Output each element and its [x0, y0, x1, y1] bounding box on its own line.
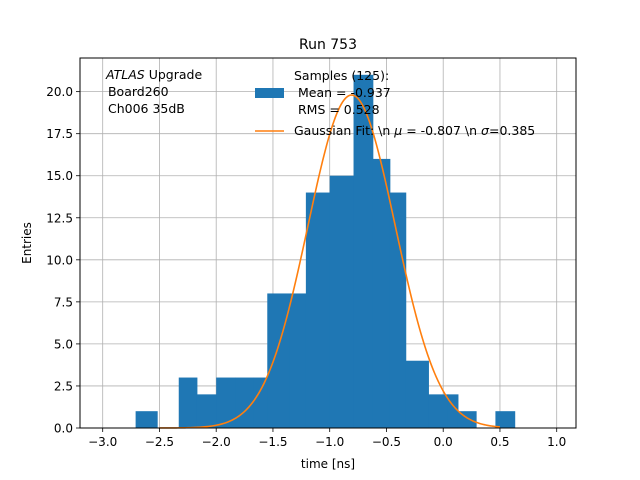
legend-fit-mu-symbol: μ: [393, 123, 402, 138]
gaussian-fit-curve: [159, 94, 501, 429]
histogram-bar-7: [289, 293, 307, 428]
histogram-bar-11: [372, 158, 391, 428]
histogram-bar-13: [405, 360, 429, 428]
x-tick-label-1: −2.5: [145, 435, 174, 449]
y-axis: 0.0 2.5 5.0 7.5 10.0 12.5 15.0 17.5 20.0: [46, 85, 80, 436]
histogram-bar-3: [216, 377, 236, 428]
x-tick-label-0: −3.0: [88, 435, 117, 449]
legend: Samples (125): Mean = -0.937 RMS = 0.528…: [255, 68, 535, 138]
x-tick-label-6: 0.0: [434, 435, 453, 449]
histogram-bar-10: [353, 74, 374, 429]
x-axis: −3.0 −2.5 −2.0 −1.5 −1.0 −0.5 0.0 0.5 1.0: [88, 428, 566, 449]
y-tick-label-6: 15.0: [46, 169, 73, 183]
annotation-experiment: ATLAS: [105, 67, 145, 82]
annotation-suffix: Upgrade: [145, 67, 203, 82]
plot-frame: [79, 57, 577, 429]
x-tick-label-3: −1.5: [258, 435, 287, 449]
y-axis-label: Entries: [20, 222, 34, 264]
annotation-line-1: ATLAS Upgrade: [105, 67, 202, 82]
y-tick-label-5: 12.5: [46, 211, 73, 225]
atlas-annotation: ATLAS Upgrade Board260 Ch006 35dB: [104, 67, 202, 116]
y-tick-label-4: 10.0: [46, 253, 73, 267]
x-tick-label-4: −1.0: [315, 435, 344, 449]
y-tick-label-8: 20.0: [46, 85, 73, 99]
chart-title: Run 753: [299, 37, 357, 53]
histogram-bar-5: [253, 377, 268, 428]
legend-fit-sigma-symbol: σ: [481, 123, 490, 138]
x-tick-label-5: −0.5: [372, 435, 401, 449]
histogram-bar-8: [305, 192, 331, 428]
histogram-bar-9: [329, 175, 355, 428]
histogram-bar-1: [178, 377, 198, 428]
legend-swatch-samples: [255, 88, 284, 98]
legend-samples-line-3: RMS = 0.528: [294, 102, 380, 117]
legend-fit-mid: = -0.807 \n: [402, 123, 481, 138]
histogram-bar-14: [428, 394, 449, 428]
annotation-line-2: Board260: [104, 84, 169, 99]
x-tick-label-2: −2.0: [202, 435, 231, 449]
legend-fit-prefix: Gaussian Fit: \n: [294, 123, 394, 138]
legend-samples-line-1: Samples (125):: [294, 68, 389, 83]
y-tick-label-0: 0.0: [54, 422, 73, 436]
x-tick-label-8: 1.0: [547, 435, 566, 449]
histogram-bar-17: [495, 411, 516, 428]
legend-fit-label: Gaussian Fit: \n μ = -0.807 \n σ=0.385: [294, 123, 535, 138]
histogram-bar-0: [135, 411, 158, 428]
y-tick-label-2: 5.0: [54, 337, 73, 351]
histogram-bar-12: [389, 192, 407, 428]
y-tick-label-7: 17.5: [46, 127, 73, 141]
legend-fit-suffix: =0.385: [489, 123, 535, 138]
y-tick-label-1: 2.5: [54, 379, 73, 393]
x-tick-label-7: 0.5: [490, 435, 509, 449]
legend-samples-line-2: Mean = -0.937: [294, 85, 391, 100]
x-axis-label: time [ns]: [301, 457, 355, 471]
histogram-bar-15: [447, 394, 459, 428]
annotation-line-3: Ch006 35dB: [104, 101, 185, 116]
histogram-bar-2: [196, 394, 217, 428]
y-tick-label-3: 7.5: [54, 295, 73, 309]
